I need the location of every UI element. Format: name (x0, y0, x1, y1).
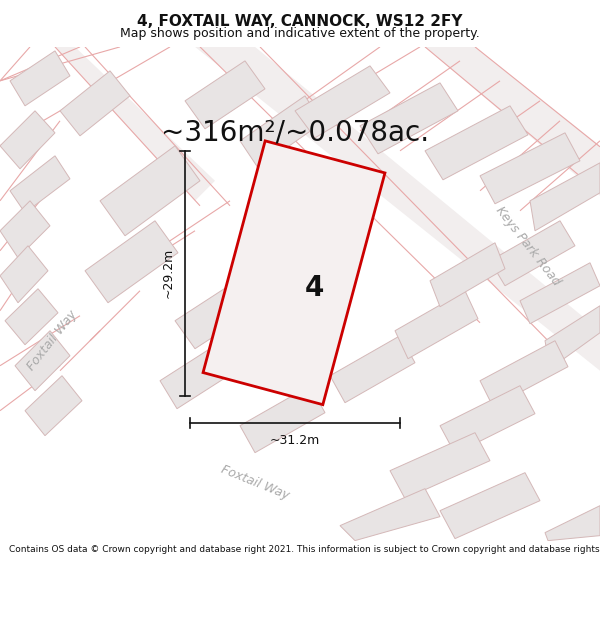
Polygon shape (330, 336, 415, 402)
Polygon shape (10, 156, 70, 212)
Polygon shape (490, 221, 575, 286)
Polygon shape (240, 386, 325, 452)
Polygon shape (425, 47, 600, 196)
Polygon shape (395, 291, 478, 359)
Text: Foxtail Way: Foxtail Way (219, 463, 291, 503)
Text: Map shows position and indicative extent of the property.: Map shows position and indicative extent… (120, 27, 480, 40)
Polygon shape (440, 472, 540, 539)
Polygon shape (85, 221, 178, 302)
Text: 4, FOXTAIL WAY, CANNOCK, WS12 2FY: 4, FOXTAIL WAY, CANNOCK, WS12 2FY (137, 14, 463, 29)
Polygon shape (240, 96, 322, 168)
Polygon shape (160, 332, 252, 409)
Polygon shape (425, 106, 528, 180)
Text: Foxtail Way: Foxtail Way (25, 308, 79, 373)
Text: 4: 4 (304, 274, 323, 302)
Polygon shape (480, 133, 580, 204)
Polygon shape (5, 289, 58, 345)
Polygon shape (10, 51, 70, 106)
Text: Contains OS data © Crown copyright and database right 2021. This information is : Contains OS data © Crown copyright and d… (9, 545, 600, 554)
Polygon shape (25, 376, 82, 436)
Text: ~29.2m: ~29.2m (161, 248, 175, 298)
Polygon shape (480, 341, 568, 407)
Polygon shape (295, 66, 390, 138)
Polygon shape (15, 331, 70, 391)
Text: ~31.2m: ~31.2m (270, 434, 320, 447)
Polygon shape (530, 163, 600, 231)
Polygon shape (0, 201, 50, 258)
Polygon shape (55, 47, 215, 201)
Polygon shape (203, 141, 385, 404)
Polygon shape (340, 489, 440, 541)
Polygon shape (0, 246, 48, 302)
Polygon shape (185, 61, 265, 129)
Polygon shape (360, 83, 458, 154)
Polygon shape (390, 432, 490, 499)
Polygon shape (100, 146, 200, 236)
Polygon shape (0, 111, 55, 169)
Polygon shape (195, 47, 600, 371)
Polygon shape (520, 262, 600, 324)
Polygon shape (430, 242, 505, 307)
Polygon shape (440, 386, 535, 454)
Polygon shape (545, 306, 600, 369)
Text: Keys Park Road: Keys Park Road (493, 204, 563, 288)
Polygon shape (175, 269, 275, 349)
Text: ~316m²/~0.078ac.: ~316m²/~0.078ac. (161, 119, 429, 147)
Polygon shape (60, 71, 130, 136)
Polygon shape (545, 506, 600, 541)
